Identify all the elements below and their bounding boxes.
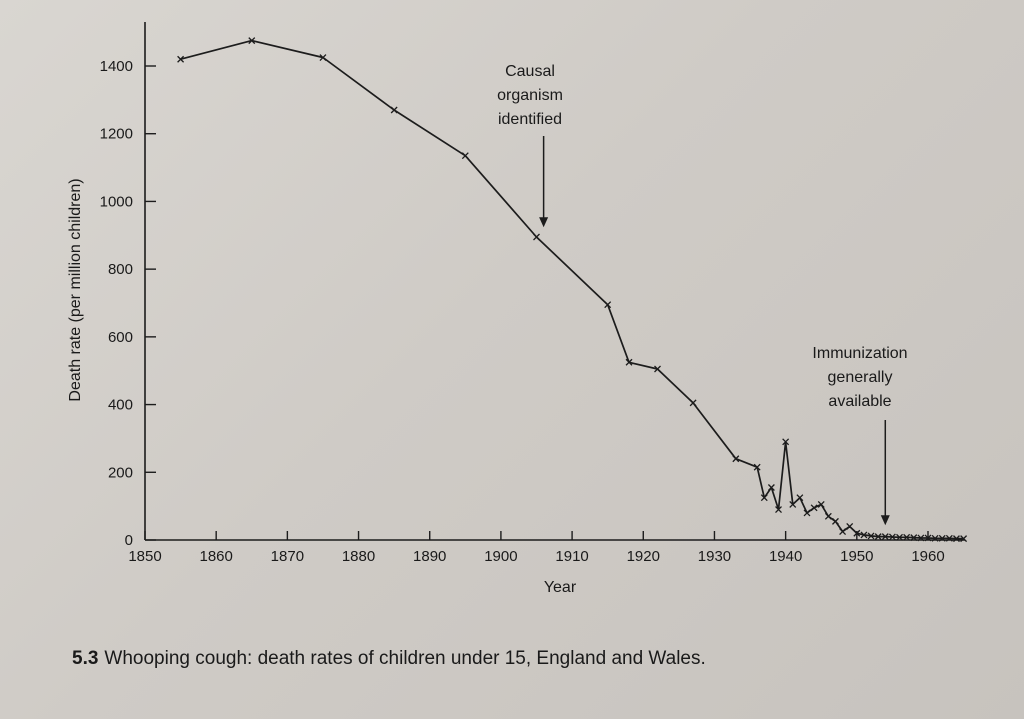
y-tick-label: 400	[108, 397, 133, 414]
y-tick-label: 1200	[100, 126, 133, 143]
annotation-text: Immunization	[812, 345, 907, 362]
data-point	[753, 463, 761, 471]
data-point	[803, 509, 811, 517]
data-point	[839, 528, 847, 535]
data-point	[461, 152, 469, 160]
data-point	[896, 533, 903, 541]
data-point	[903, 533, 911, 541]
data-point	[881, 533, 889, 541]
y-axis-title: Death rate (per million children)	[67, 178, 84, 401]
chart-axes: 0 200 400 600 800 1000 1200 1400 1850 1860 1870 188…	[100, 22, 965, 565]
x-tick-label: 1910	[555, 548, 588, 565]
data-point	[782, 438, 790, 446]
data-point	[924, 534, 932, 542]
data-point	[874, 533, 882, 541]
data-line	[180, 39, 964, 540]
y-tick-label: 1000	[100, 193, 133, 210]
data-point	[846, 522, 854, 530]
data-point	[796, 494, 804, 502]
x-tick-label: 1950	[840, 548, 873, 565]
data-point	[824, 512, 832, 520]
data-point	[810, 504, 818, 512]
y-tick-label: 0	[125, 532, 133, 549]
data-point	[689, 399, 697, 407]
figure-number: 5.3	[72, 648, 99, 669]
data-point	[248, 37, 256, 45]
chart-marks	[177, 37, 968, 543]
annotation-text: organism	[497, 87, 563, 104]
annotation-text: available	[828, 393, 891, 410]
x-tick-label: 1870	[271, 548, 304, 565]
data-point	[817, 500, 825, 508]
data-point	[860, 531, 868, 539]
annotation-arrowhead	[539, 217, 549, 228]
data-point	[767, 484, 775, 491]
data-point	[732, 455, 740, 463]
data-point	[832, 517, 839, 525]
data-point	[867, 532, 875, 540]
annotation-text: Causal	[505, 63, 555, 80]
x-tick-label: 1890	[413, 548, 446, 565]
data-point	[960, 535, 968, 543]
whooping-cough-chart: 0 200 400 600 800 1000 1200 1400 1850 1860 1870 188…	[67, 22, 968, 596]
data-point	[390, 106, 398, 114]
y-tick-label: 800	[108, 261, 133, 278]
x-tick-label: 1940	[769, 548, 802, 565]
x-tick-label: 1900	[484, 548, 517, 565]
data-point	[760, 494, 768, 502]
data-point	[853, 529, 861, 537]
annotation-text: identified	[498, 111, 562, 128]
data-point	[625, 358, 633, 366]
x-tick-label: 1920	[627, 548, 660, 565]
data-point	[931, 534, 939, 542]
data-point	[953, 535, 960, 543]
data-point	[789, 500, 797, 508]
x-tick-label: 1930	[698, 548, 731, 565]
annotation-text: generally	[828, 369, 893, 386]
data-point	[945, 534, 953, 542]
x-tick-label: 1960	[911, 548, 944, 565]
data-point	[319, 54, 327, 61]
data-point	[775, 506, 782, 513]
data-point	[604, 301, 612, 309]
chart-annotations: Causal organism identified Immunization gene…	[497, 63, 908, 526]
caption-text: Whooping cough: death rates of children …	[104, 648, 706, 669]
x-tick-label: 1850	[128, 548, 161, 565]
data-point	[654, 365, 661, 373]
x-tick-label: 1860	[199, 548, 232, 565]
y-tick-label: 1400	[100, 58, 133, 75]
figure-caption: 5.3 Whooping cough: death rates of childr…	[72, 648, 706, 670]
y-tick-label: 200	[108, 464, 133, 481]
x-axis-title: Year	[544, 579, 577, 596]
data-point	[888, 533, 896, 541]
data-point	[177, 55, 185, 63]
x-tick-label: 1880	[342, 548, 375, 565]
data-point	[910, 534, 918, 542]
data-point	[917, 534, 925, 542]
data-point	[533, 233, 540, 241]
y-tick-label: 600	[108, 329, 133, 346]
annotation-arrowhead	[880, 515, 890, 526]
data-point	[938, 534, 946, 542]
